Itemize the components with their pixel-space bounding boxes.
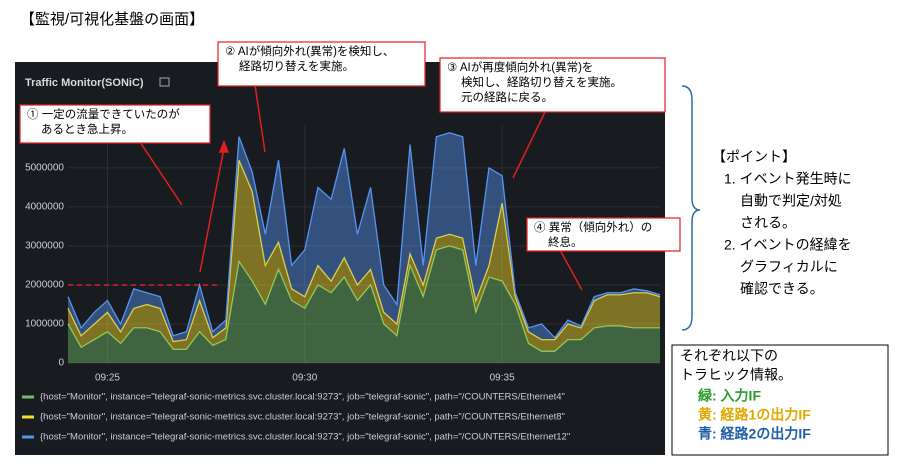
- y-tick-label: 3000000: [25, 241, 64, 252]
- callout-text: 経路切り替えを実施。: [239, 59, 354, 73]
- line: [67, 245, 660, 352]
- y-tick-label: 1000000: [25, 319, 64, 330]
- note-line: トラヒック情報。: [680, 367, 792, 383]
- note-item: 青: 経路2の出力IF: [698, 426, 811, 442]
- y-tick-label: 5000000: [25, 163, 64, 174]
- note-item: 黄: 経路1の出力IF: [698, 407, 811, 423]
- points-line: グラフィカルに: [740, 259, 838, 275]
- callout-text: 元の経路に戻る。: [461, 90, 553, 104]
- panel-icon: [159, 77, 170, 87]
- callout-box: [217, 41, 426, 87]
- callout-text: 検知し、経路切り替えを実施。: [461, 75, 622, 89]
- area: [68, 160, 660, 352]
- y-tick-label: 0: [58, 358, 64, 369]
- line: [67, 159, 661, 343]
- panel-title: Traffic Monitor(SONiC): [25, 77, 144, 89]
- callout-text: あるとき急上昇。: [41, 122, 133, 136]
- area: [68, 132, 660, 342]
- legend-label: {host="Monitor", instance="telegraf-soni…: [40, 432, 570, 443]
- chart: 0 1000000 2000000 3000000 4000000 5000000 09:2…: [22, 125, 661, 443]
- legend-label: {host="Monitor", instance="telegraf-soni…: [40, 412, 565, 423]
- arrows: [139, 84, 583, 291]
- callout-text: 終息。: [548, 235, 583, 249]
- x-tick-label: 09:25: [95, 373, 120, 384]
- x-tick-label: 09:30: [292, 373, 317, 384]
- note-line: それぞれ以下の: [680, 348, 778, 364]
- callout-text: ② AIが傾向外れ(異常)を検知し、: [225, 44, 394, 58]
- note-item: 緑: 入力IF: [698, 388, 761, 404]
- x-tick-label: 09:35: [490, 373, 515, 384]
- points-line: 確認できる。: [740, 281, 824, 297]
- points-line: 1. イベント発生時に: [724, 171, 852, 187]
- callout-box: [19, 104, 211, 144]
- callout-box: [439, 57, 666, 113]
- callout-text: ① 一定の流量できていたのが: [27, 107, 180, 121]
- y-tick-label: 2000000: [25, 280, 64, 291]
- callout-text: ③ AIが再度傾向外れ(異常)を: [447, 60, 593, 74]
- points-line: される。: [740, 215, 796, 231]
- line: [67, 132, 661, 339]
- callout-text: ④ 異常（傾向外れ）の: [534, 220, 652, 234]
- y-tick-label: 4000000: [25, 202, 64, 213]
- callout-box: [526, 217, 681, 252]
- brace: [681, 85, 701, 331]
- points-heading: 【ポイント】: [712, 149, 796, 165]
- page-title: 【監視/可視化基盤の画面】: [20, 11, 204, 28]
- legend-note-box: [671, 344, 889, 456]
- points-line: 自動で判定/対処: [740, 193, 842, 209]
- legend-label: {host="Monitor", instance="telegraf-soni…: [40, 392, 565, 403]
- points-line: 2. イベントの経緯を: [724, 237, 852, 253]
- area: [68, 245, 660, 363]
